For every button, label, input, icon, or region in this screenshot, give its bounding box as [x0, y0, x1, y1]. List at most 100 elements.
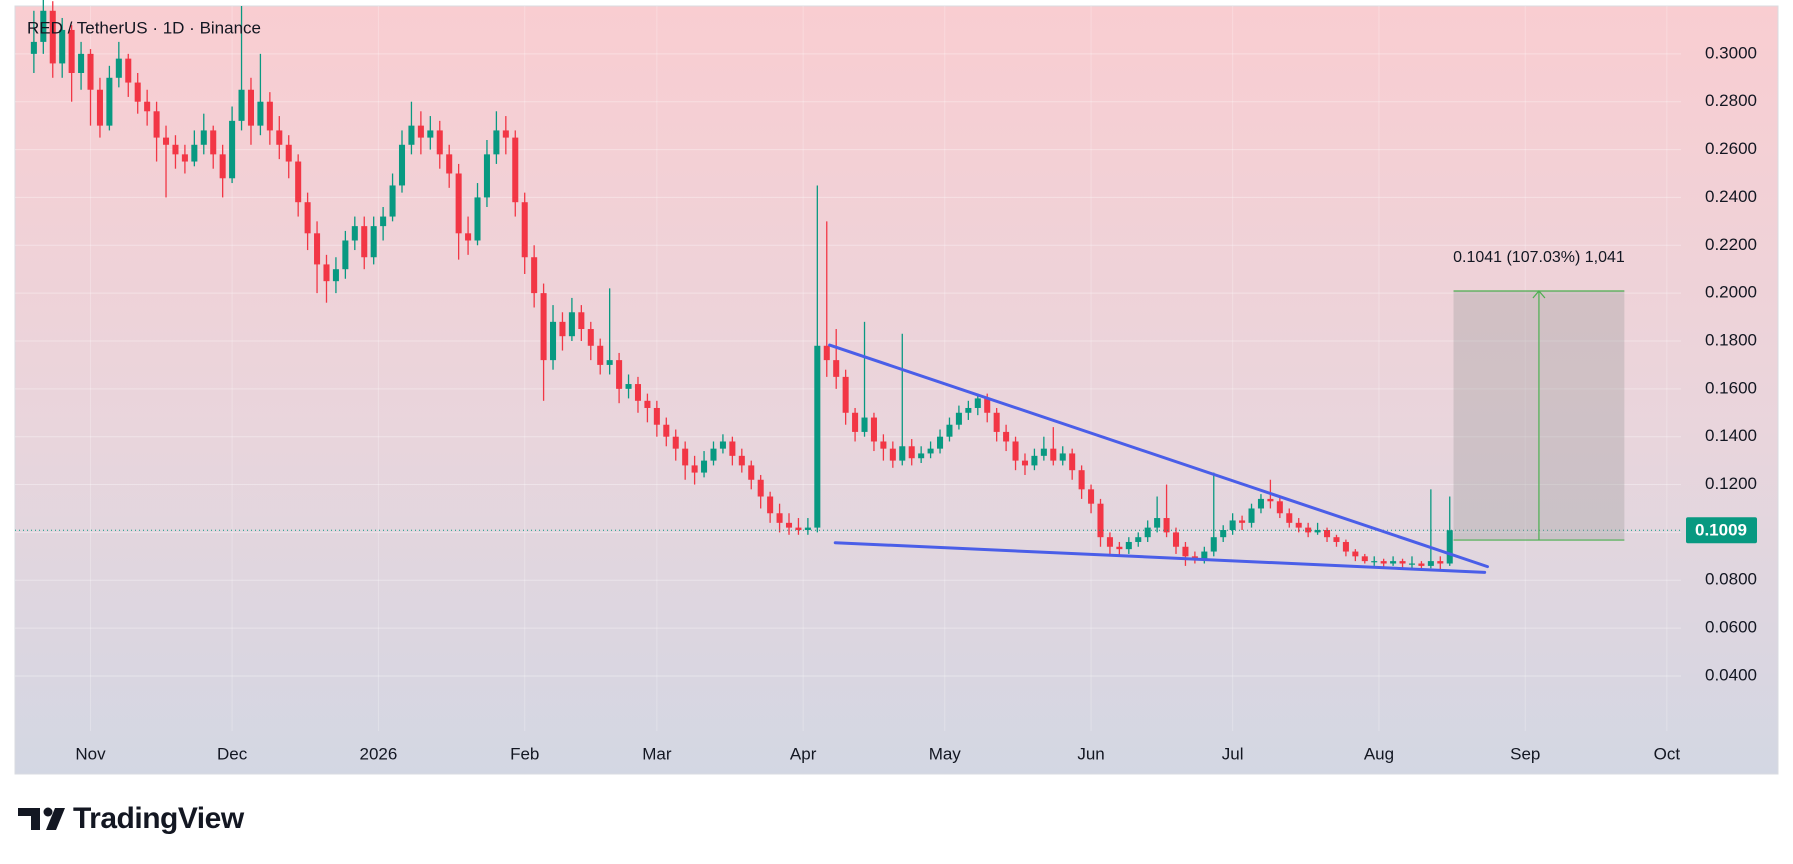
x-tick-label: Nov: [75, 744, 106, 763]
candle-body: [559, 321, 566, 337]
candle-body: [1437, 561, 1444, 564]
candle-body: [1003, 431, 1010, 442]
candle-body: [210, 130, 217, 155]
y-tick-label: 0.2200: [1705, 235, 1757, 254]
x-tick-label: Sep: [1510, 744, 1540, 763]
candle-body: [512, 137, 519, 203]
y-tick-label: 0.2000: [1705, 283, 1757, 302]
candle-body: [833, 360, 840, 377]
x-tick-label: 2026: [359, 744, 397, 763]
candle-body: [965, 407, 972, 413]
candle-body: [1399, 561, 1406, 564]
candle-body: [247, 89, 254, 126]
candle-body: [342, 240, 349, 270]
candle-body: [172, 144, 179, 155]
candle-body: [465, 233, 472, 241]
candle-body: [115, 58, 122, 78]
candle-body: [1314, 530, 1321, 533]
brand-logo: TradingView: [18, 802, 245, 835]
candle-body: [587, 329, 594, 346]
candle-body: [870, 417, 877, 442]
x-tick-label: Jun: [1077, 744, 1104, 763]
candle-body: [1125, 541, 1132, 550]
candle-body: [219, 154, 226, 179]
candle-body: [1248, 508, 1255, 523]
candle-body: [200, 130, 207, 145]
chart-background: [14, 5, 1779, 775]
candle-body: [568, 312, 575, 337]
candle-body: [993, 412, 1000, 432]
measure-arrowhead: [1532, 290, 1546, 299]
candle-body: [314, 233, 321, 265]
candle-body: [1257, 498, 1264, 509]
candle-body: [1352, 551, 1359, 557]
candle-body: [59, 29, 66, 64]
candle-body: [229, 120, 236, 179]
candle-body: [417, 125, 424, 138]
candle-body: [644, 400, 651, 408]
candle-body: [1172, 532, 1180, 547]
x-tick-label: Dec: [217, 744, 248, 763]
candle-body: [1106, 537, 1113, 547]
candle-body: [455, 173, 462, 234]
candle-body: [682, 448, 689, 466]
candle-body: [578, 312, 585, 330]
candle-body: [861, 417, 868, 432]
candle-body: [68, 29, 75, 73]
x-tick-label: Feb: [510, 744, 539, 763]
candle-body: [1446, 530, 1453, 564]
candle-body: [332, 269, 339, 282]
candle-body: [1163, 518, 1170, 533]
candle-body: [625, 384, 632, 389]
logo-dot: [43, 807, 53, 817]
candle-body: [653, 407, 660, 425]
candle-body: [1088, 489, 1095, 504]
candle-body: [852, 412, 859, 432]
candle-body: [1371, 561, 1378, 563]
candle-body: [1408, 563, 1416, 565]
x-tick-label: Apr: [790, 744, 817, 763]
candle-body: [1239, 520, 1246, 523]
candle-body: [531, 257, 538, 294]
candle-body: [1418, 563, 1425, 566]
candle-body: [153, 111, 160, 138]
y-tick-label: 0.1800: [1705, 330, 1757, 349]
candle-body: [1191, 556, 1198, 559]
candle-body: [125, 58, 132, 83]
candle-body: [408, 125, 415, 145]
candle-body: [1380, 561, 1387, 564]
candle-body: [1078, 470, 1085, 490]
candle-body: [266, 101, 273, 131]
candle-body: [767, 496, 774, 514]
candle-body: [323, 264, 330, 282]
logo-mark: [18, 808, 40, 830]
candle-body: [1427, 561, 1434, 566]
candle-body: [955, 412, 962, 425]
candle-body: [606, 360, 613, 365]
candle-body: [1116, 546, 1123, 550]
y-tick-label: 0.1600: [1705, 378, 1757, 397]
candle-body: [285, 144, 292, 162]
candle-body: [1361, 556, 1368, 562]
candle-body: [304, 202, 311, 234]
candle-body: [1390, 561, 1397, 564]
candle-body: [502, 130, 509, 138]
candle-body: [748, 465, 755, 480]
y-tick-label: 0.0400: [1705, 665, 1757, 684]
last-price-label: 0.1009: [1695, 521, 1747, 540]
candle-body: [710, 448, 717, 461]
candle-body: [191, 144, 198, 162]
candle-body: [49, 10, 56, 64]
trendline: [833, 541, 1487, 574]
x-tick-label: Oct: [1654, 744, 1681, 763]
y-tick-label: 0.2600: [1705, 139, 1757, 158]
candle-body: [1333, 537, 1340, 542]
candle-body: [984, 398, 991, 413]
candle-body: [1144, 527, 1151, 538]
candle-body: [30, 41, 37, 54]
candle-body: [823, 345, 830, 361]
candle-body: [163, 137, 170, 145]
candle-body: [550, 321, 557, 361]
candle-body: [908, 446, 915, 459]
